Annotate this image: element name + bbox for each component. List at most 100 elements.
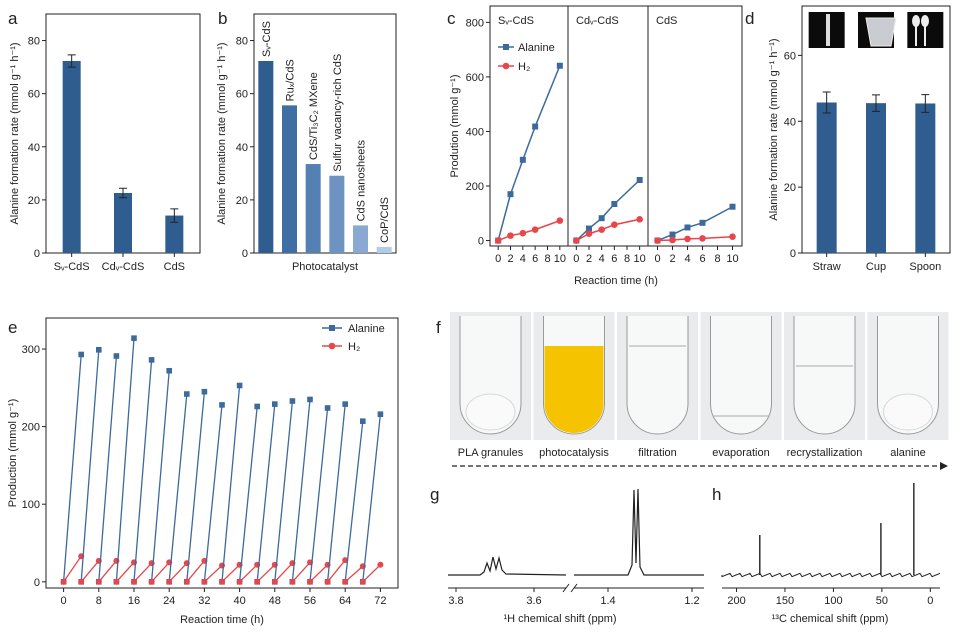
x-tick-label: 0 bbox=[61, 595, 67, 607]
subplot-title: CdS bbox=[656, 15, 677, 27]
y-tick-label: 80 bbox=[28, 36, 40, 48]
alanine-point bbox=[166, 367, 172, 374]
h2-cycle-line bbox=[168, 562, 188, 583]
bar bbox=[866, 103, 886, 253]
x-tick-label: 4 bbox=[520, 253, 526, 265]
y-tick-label: 200 bbox=[22, 422, 40, 434]
y-tick-label: 40 bbox=[784, 116, 796, 128]
y-tick-label: 800 bbox=[466, 17, 484, 29]
alanine-series-line bbox=[657, 206, 733, 242]
x-axis-title: ¹³C chemical shift (ppm) bbox=[772, 613, 889, 625]
x-tick-label: 24 bbox=[163, 595, 175, 607]
x-tick-label: 3.6 bbox=[526, 595, 541, 607]
y-tick-label: 600 bbox=[466, 72, 484, 84]
alanine-point bbox=[586, 225, 592, 232]
step-label: recrystallization bbox=[787, 447, 863, 459]
alanine-point bbox=[636, 177, 643, 183]
alanine-point bbox=[254, 403, 260, 410]
step-label: photocatalysis bbox=[539, 447, 609, 459]
y-tick-label: 60 bbox=[236, 89, 248, 101]
y-tick-label: 300 bbox=[22, 344, 40, 356]
panel-f-photos: PLA granules photocatalysis filtration evap… bbox=[450, 312, 949, 470]
h2-cycle-line bbox=[115, 561, 135, 583]
y-axis-title: Alanine formation rate (mmol g⁻¹ h⁻¹) bbox=[216, 42, 228, 224]
h2-cycle-line bbox=[239, 564, 258, 583]
alanine-point bbox=[342, 401, 348, 407]
alanine-cycle-line bbox=[98, 355, 118, 582]
x-tick-label: 8 bbox=[96, 595, 102, 607]
alanine-cycle-line bbox=[150, 370, 170, 582]
error-bar bbox=[872, 94, 880, 112]
bar bbox=[353, 225, 368, 253]
alanine-point bbox=[272, 401, 278, 407]
y-tick-label: 60 bbox=[28, 89, 40, 101]
alanine-point bbox=[324, 405, 331, 411]
h2-cycle-line bbox=[256, 564, 276, 583]
h2-point bbox=[254, 578, 261, 585]
step-label: filtration bbox=[638, 447, 677, 459]
alanine-point bbox=[598, 215, 605, 222]
x-tick-label: 0 bbox=[495, 253, 501, 265]
alanine-cycle-line bbox=[309, 407, 329, 582]
alanine-point bbox=[236, 382, 243, 389]
alanine-series-line bbox=[497, 65, 561, 241]
subplot-title: Cdᵥ-CdS bbox=[576, 15, 619, 27]
x-tick-label: 56 bbox=[304, 595, 316, 607]
x-tick-label: 32 bbox=[198, 595, 210, 607]
h2-point bbox=[201, 578, 208, 585]
alanine-cycle-line bbox=[344, 421, 364, 582]
x-axis-title: Photocatalyst bbox=[292, 261, 358, 273]
h2-point bbox=[342, 578, 349, 585]
x-tick-label: 6 bbox=[611, 253, 617, 265]
x-tick-label: Cup bbox=[866, 261, 886, 273]
h2-series-line bbox=[657, 235, 733, 242]
alanine-point bbox=[201, 388, 208, 395]
h2-point bbox=[148, 578, 155, 585]
h2-point bbox=[507, 232, 514, 239]
x-tick-label: 4 bbox=[684, 253, 690, 265]
x-tick-label: 3.8 bbox=[448, 595, 463, 607]
alanine-point bbox=[148, 357, 155, 363]
alanine-cycle-line bbox=[221, 385, 241, 582]
panel-letter-b: b bbox=[218, 9, 227, 28]
y-tick-label: 20 bbox=[236, 195, 248, 207]
y-tick-label: 200 bbox=[466, 181, 484, 193]
bar-label: CoP/CdS bbox=[379, 197, 391, 243]
y-tick-label: 0 bbox=[242, 248, 248, 260]
panel-letter-g: g bbox=[430, 485, 439, 504]
x-tick-label: 0 bbox=[927, 595, 933, 607]
x-tick-label: 16 bbox=[128, 595, 140, 607]
h2-series-line bbox=[497, 219, 561, 242]
alanine-cycle-line bbox=[326, 404, 346, 582]
h2-point bbox=[699, 235, 706, 242]
h2-point bbox=[342, 557, 349, 564]
h2-cycle-line bbox=[203, 565, 223, 583]
panel-b-chart: 0 20 40 60 80 Alanine formation rate (mmol g⁻… bbox=[216, 13, 397, 273]
bar bbox=[282, 105, 297, 254]
alanine-point bbox=[532, 123, 539, 130]
plot-frame bbox=[253, 13, 397, 254]
h2-cycle-line bbox=[63, 555, 82, 583]
alanine-point bbox=[507, 191, 514, 198]
legend-h2-marker bbox=[502, 62, 510, 70]
panel-letter-e: e bbox=[8, 318, 17, 337]
bar-label: CdS nanosheets bbox=[356, 140, 368, 222]
panel-d-chart: 0 20 40 60 Alanine formation rate (mmol g⁻¹ … bbox=[768, 5, 951, 273]
bar-label: Sᵥ-CdS bbox=[261, 21, 273, 57]
alanine-point bbox=[131, 335, 137, 341]
alanine-point bbox=[556, 62, 563, 69]
alanine-point bbox=[519, 156, 526, 163]
panel-letter-f: f bbox=[436, 318, 441, 337]
bar bbox=[305, 164, 321, 253]
spoon-shape bbox=[921, 15, 929, 27]
y-tick-label: 400 bbox=[466, 126, 484, 138]
process-arrow-head bbox=[940, 462, 948, 470]
bar bbox=[376, 246, 392, 253]
h2-cycle-line bbox=[221, 564, 241, 583]
alanine-cycle-line bbox=[238, 406, 258, 582]
bar bbox=[165, 215, 184, 253]
spoon-shape bbox=[912, 15, 920, 27]
alanine-point bbox=[289, 398, 296, 404]
h2-point bbox=[585, 230, 593, 238]
error-bar bbox=[822, 91, 831, 114]
